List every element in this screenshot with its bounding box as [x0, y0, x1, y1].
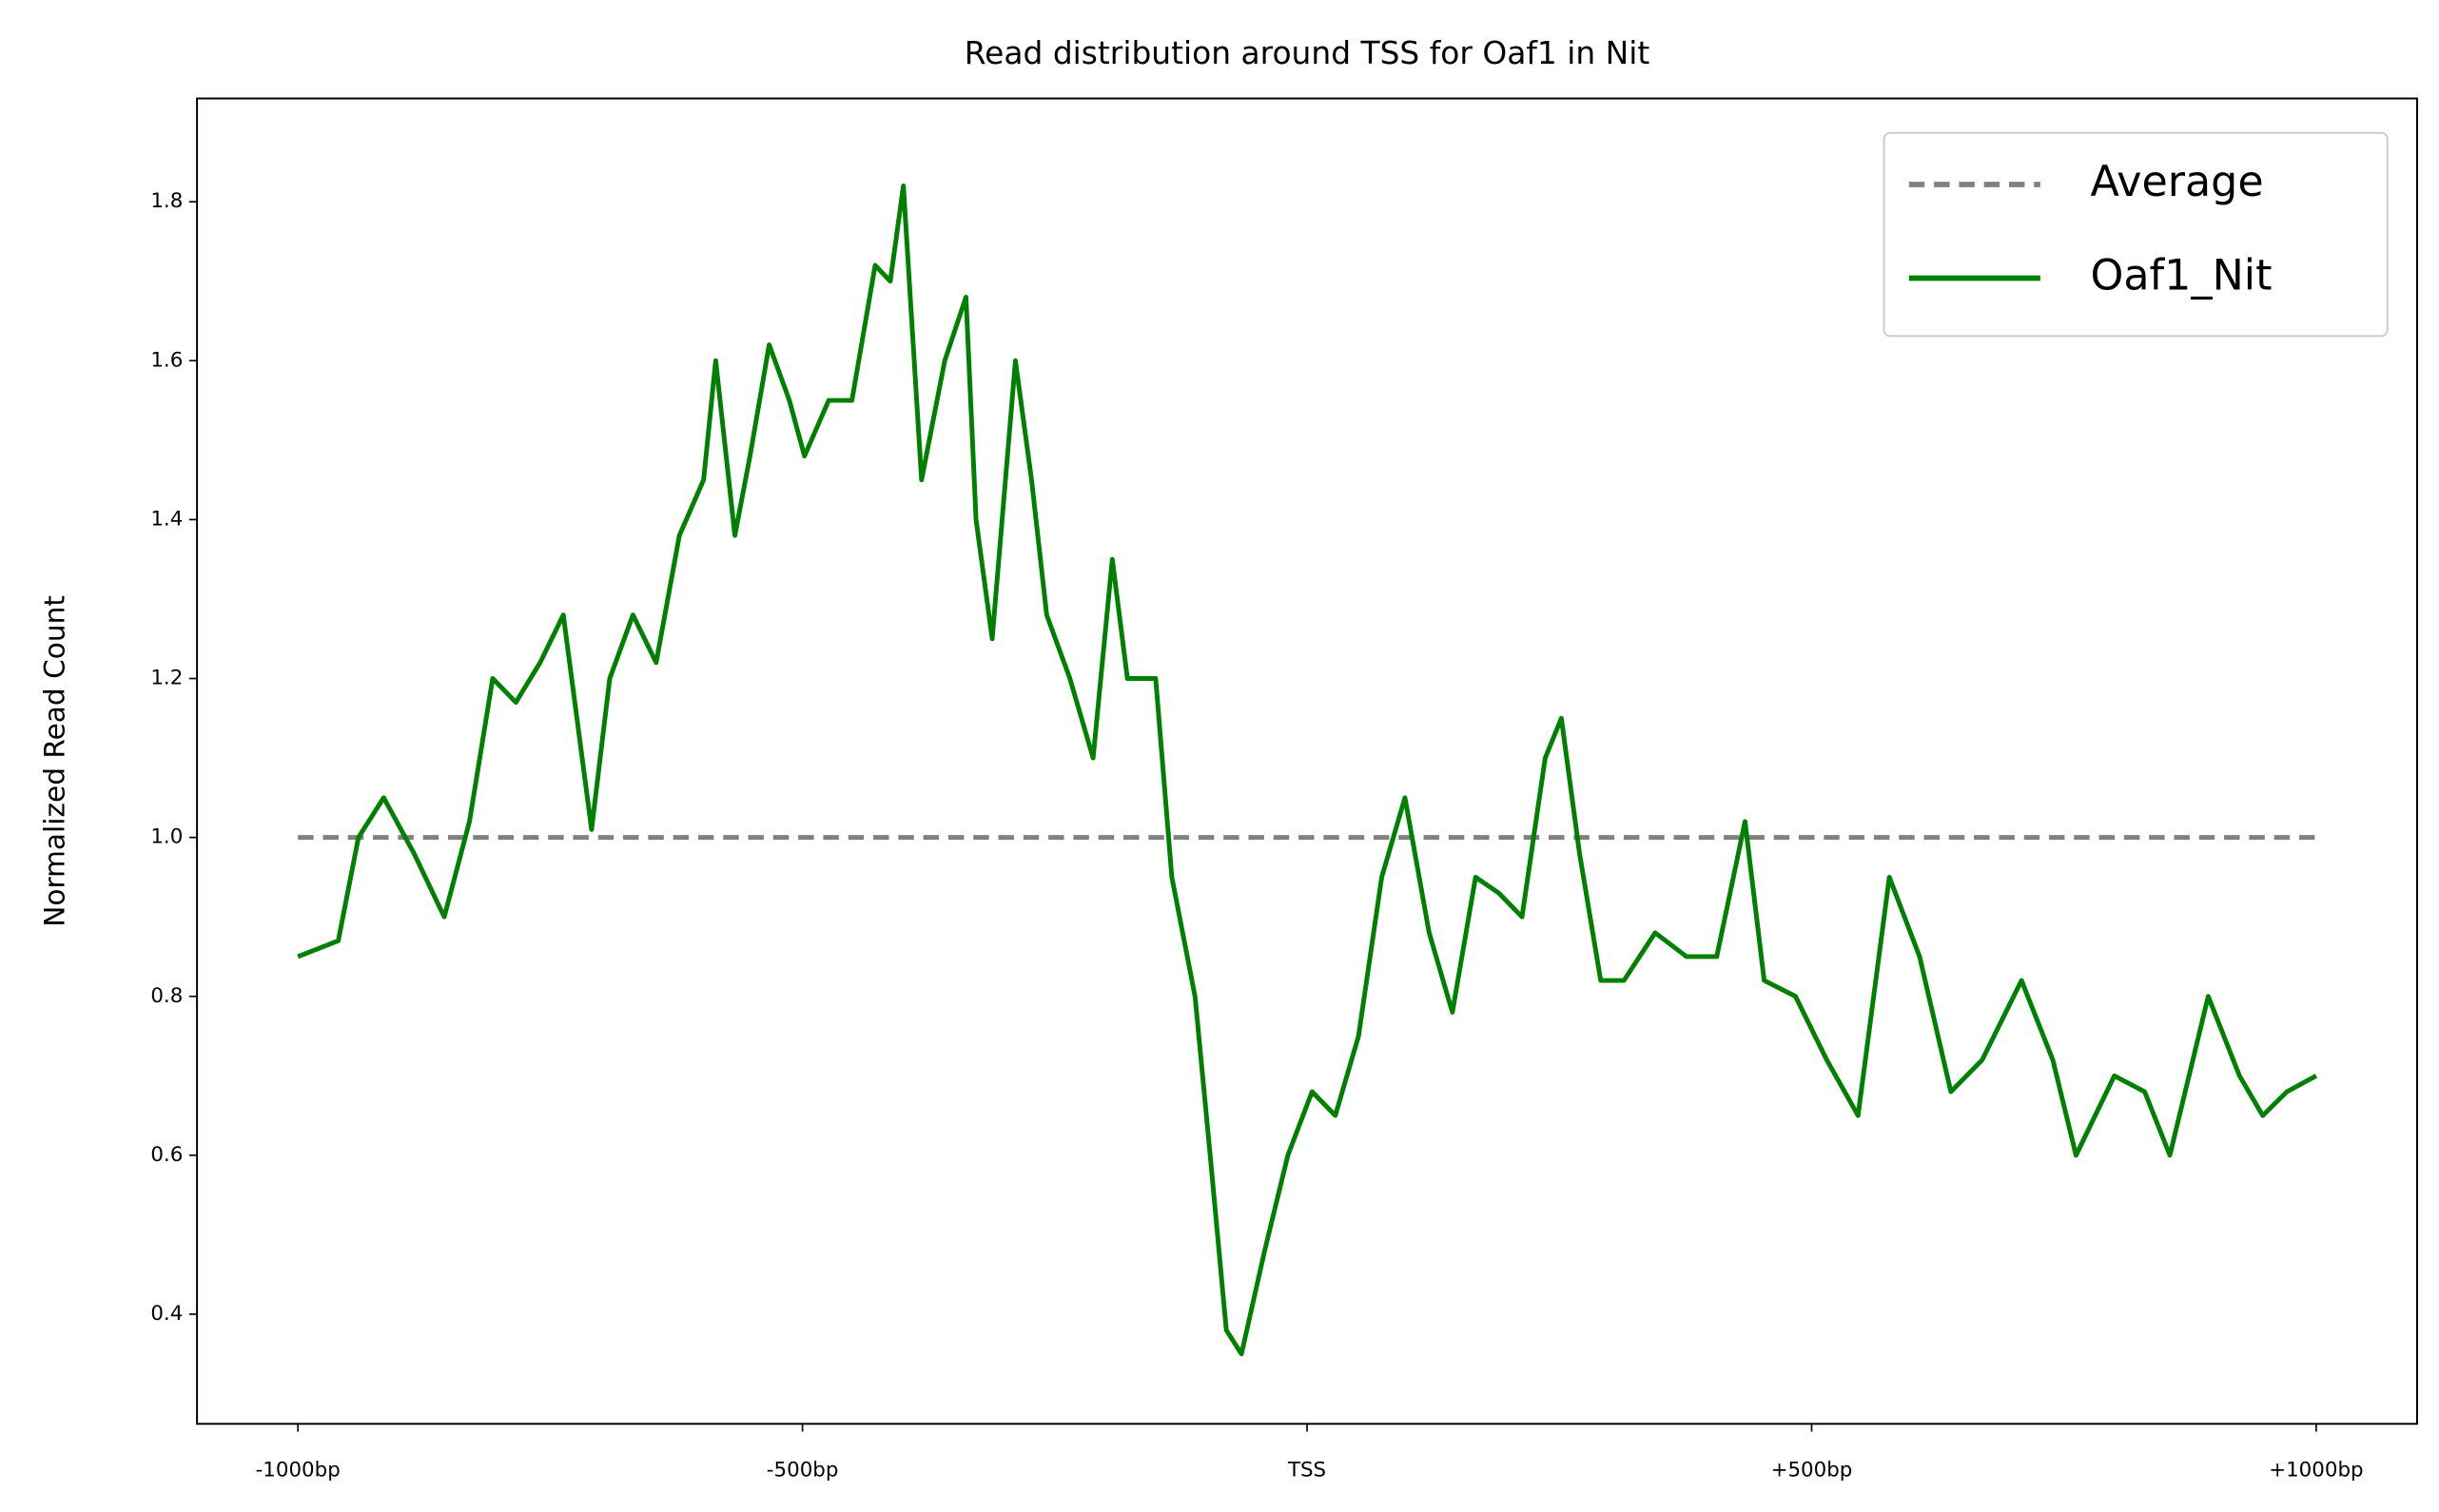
y-tick-label: 1.4 [150, 507, 183, 531]
y-tick-label: 1.0 [150, 825, 183, 849]
y-tick-label: 1.6 [150, 348, 183, 372]
y-tick-label: 0.4 [150, 1302, 183, 1326]
x-tick-label: -500bp [767, 1459, 839, 1483]
x-tick-label: TSS [1287, 1459, 1326, 1483]
x-tick-label: +500bp [1771, 1459, 1853, 1483]
y-tick-label: 1.8 [150, 189, 183, 213]
legend-label: Average [2090, 158, 2263, 206]
y-axis-label: Normalized Read Count [39, 595, 71, 927]
x-tick-label: -1000bp [256, 1459, 341, 1483]
chart-title: Read distribution around TSS for Oaf1 in… [965, 34, 1650, 71]
x-tick-label: +1000bp [2269, 1459, 2363, 1483]
y-tick-label: 0.8 [150, 984, 183, 1008]
y-tick-label: 0.6 [150, 1143, 183, 1167]
series-line [297, 183, 2318, 1357]
y-tick-label: 1.2 [150, 667, 183, 690]
legend-label: Oaf1_Nit [2090, 252, 2272, 300]
plot-frame [196, 97, 2418, 1425]
